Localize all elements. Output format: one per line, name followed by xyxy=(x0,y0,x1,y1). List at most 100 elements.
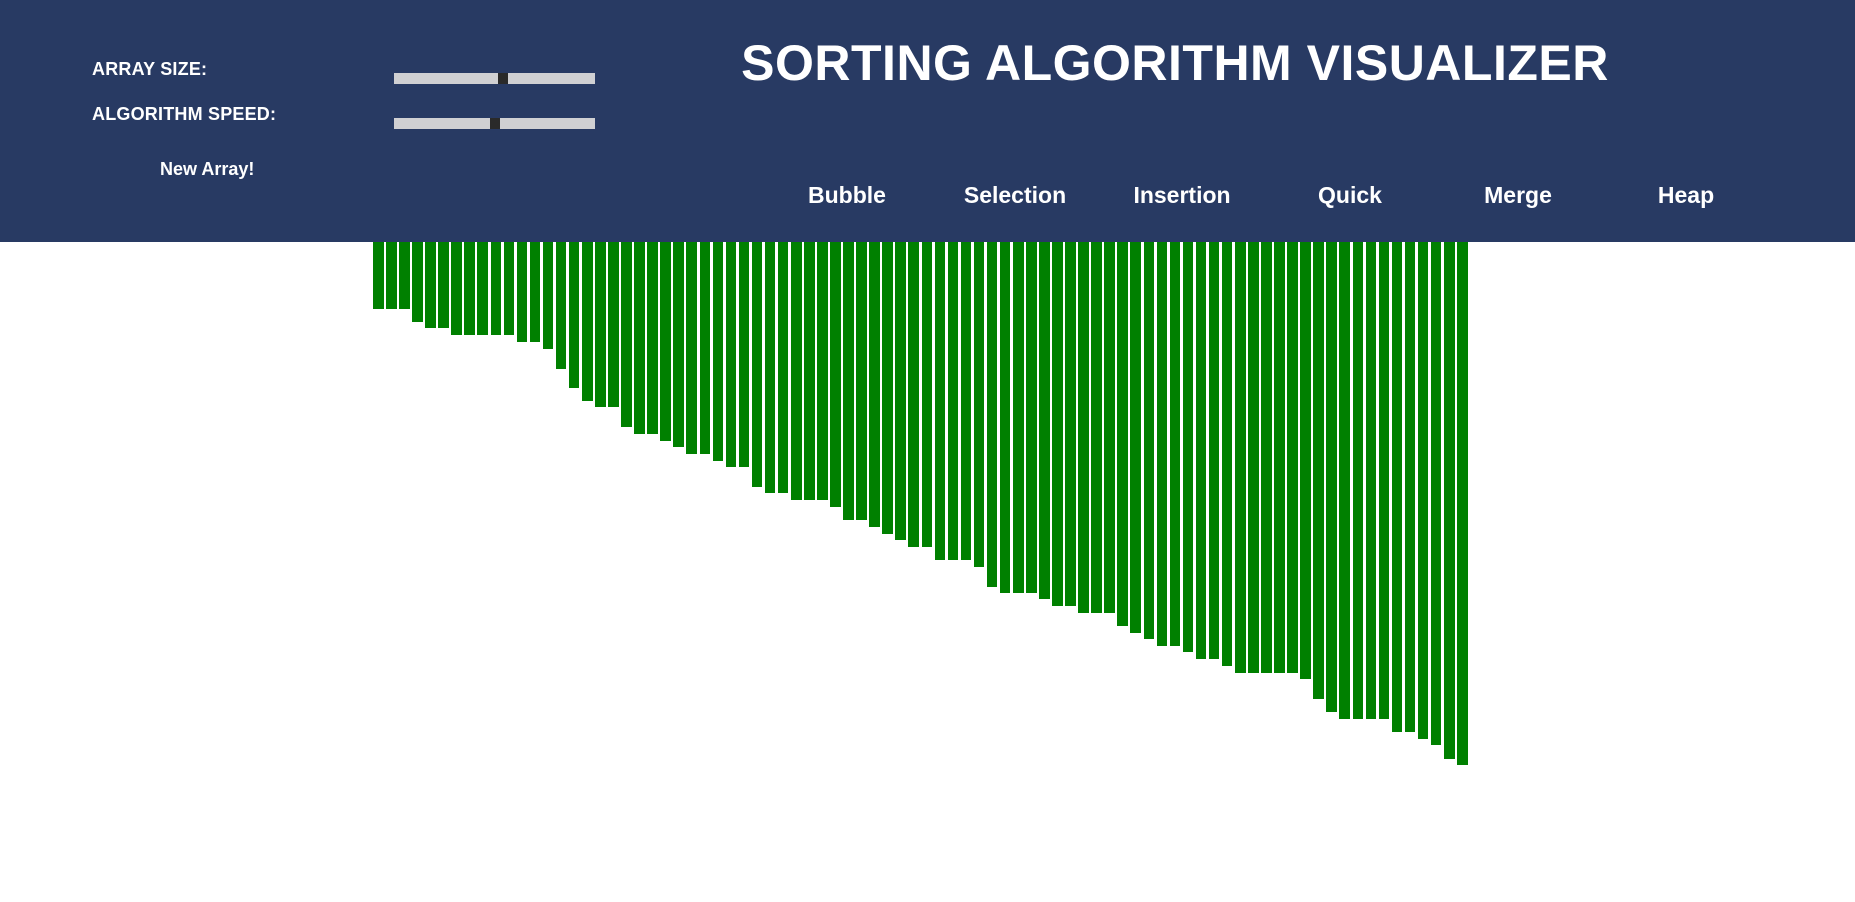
array-bar xyxy=(477,242,489,335)
array-bar xyxy=(817,242,828,500)
array-bar xyxy=(830,242,841,507)
array-bar xyxy=(1182,242,1194,652)
selection-sort-button[interactable]: Selection xyxy=(963,182,1067,208)
array-bar xyxy=(1143,242,1155,639)
bubble-sort-button[interactable]: Bubble xyxy=(808,182,886,208)
array-bar xyxy=(438,242,449,328)
array-bar xyxy=(1261,242,1272,673)
array-bar xyxy=(1156,242,1168,646)
array-bar xyxy=(973,242,985,567)
array-bar xyxy=(921,242,933,547)
array-bar xyxy=(529,242,541,342)
array-bar xyxy=(856,242,867,520)
array-bar xyxy=(895,242,906,540)
array-bar xyxy=(960,242,972,560)
array-bar xyxy=(1221,242,1233,666)
array-bar xyxy=(843,242,854,520)
array-bar xyxy=(490,242,502,335)
array-bar xyxy=(999,242,1011,593)
array-bar xyxy=(1417,242,1429,739)
array-bar xyxy=(1248,242,1259,673)
array-bar xyxy=(634,242,645,434)
array-bar xyxy=(1169,242,1181,646)
array-bar xyxy=(699,242,711,454)
array-bar xyxy=(1326,242,1337,712)
algorithm-speed-slider[interactable] xyxy=(394,118,595,129)
array-bar xyxy=(1195,242,1207,659)
array-bar xyxy=(686,242,698,454)
array-bar xyxy=(764,242,776,493)
array-bar xyxy=(542,242,554,349)
array-bar xyxy=(790,242,802,500)
array-bar xyxy=(1287,242,1298,673)
array-bar xyxy=(1443,242,1455,759)
array-size-slider[interactable] xyxy=(394,73,595,84)
array-bar xyxy=(660,242,671,441)
array-bar xyxy=(725,242,737,467)
array-bar xyxy=(986,242,998,587)
array-bar xyxy=(1456,242,1468,765)
array-bar xyxy=(1208,242,1220,659)
array-bar xyxy=(1313,242,1324,699)
page-title: SORTING ALGORITHM VISUALIZER xyxy=(741,35,1609,91)
array-bar xyxy=(373,242,384,309)
array-bar xyxy=(712,242,724,461)
array-bar xyxy=(1039,242,1050,599)
array-bar xyxy=(738,242,750,467)
array-bar xyxy=(934,242,946,560)
algorithm-speed-slider-thumb[interactable] xyxy=(489,118,500,129)
array-bar xyxy=(516,242,528,342)
array-bar xyxy=(647,242,658,434)
top-bar: ARRAY SIZE: ALGORITHM SPEED: New Array! … xyxy=(0,0,1855,242)
array-bar xyxy=(608,242,619,407)
array-bar xyxy=(1391,242,1403,732)
array-bar xyxy=(673,242,684,447)
array-bar xyxy=(1117,242,1128,626)
array-bar xyxy=(1026,242,1037,593)
algorithm-speed-label: ALGORITHM SPEED: xyxy=(92,104,277,124)
array-bar xyxy=(1091,242,1102,613)
array-bar xyxy=(1404,242,1416,732)
array-size-label: ARRAY SIZE: xyxy=(92,59,208,79)
insertion-sort-button[interactable]: Insertion xyxy=(1133,182,1231,208)
array-bar xyxy=(1052,242,1063,606)
array-bar xyxy=(425,242,436,328)
array-bar xyxy=(947,242,959,560)
array-bar xyxy=(595,242,606,407)
array-bar xyxy=(1300,242,1311,679)
array-bar xyxy=(1234,242,1246,673)
array-bar xyxy=(568,242,580,388)
array-bar xyxy=(1352,242,1364,719)
array-bar xyxy=(1012,242,1024,593)
array-bar xyxy=(1378,242,1390,719)
array-bar xyxy=(1274,242,1285,673)
array-bar xyxy=(1430,242,1442,745)
array-bar xyxy=(555,242,567,369)
array-bar xyxy=(803,242,815,500)
array-bar xyxy=(451,242,462,335)
array-bar xyxy=(1104,242,1115,613)
array-bar xyxy=(1065,242,1076,606)
array-bar xyxy=(882,242,893,534)
array-bar xyxy=(869,242,880,527)
array-bar xyxy=(751,242,763,487)
array-bar xyxy=(1078,242,1089,613)
merge-sort-button[interactable]: Merge xyxy=(1484,182,1552,208)
array-bar xyxy=(412,242,423,322)
array-bar xyxy=(908,242,920,547)
array-bar xyxy=(1130,242,1142,633)
array-bar xyxy=(464,242,475,335)
heap-sort-button[interactable]: Heap xyxy=(1657,182,1715,208)
quick-sort-button[interactable]: Quick xyxy=(1318,182,1382,208)
array-bar xyxy=(1365,242,1377,719)
array-bar xyxy=(1339,242,1351,719)
array-bar xyxy=(399,242,410,309)
array-size-slider-thumb[interactable] xyxy=(497,73,508,84)
new-array-button[interactable]: New Array! xyxy=(160,159,255,179)
array-bar xyxy=(777,242,789,493)
array-bar xyxy=(621,242,632,427)
array-bar xyxy=(503,242,515,335)
array-bar xyxy=(386,242,397,309)
array-bar xyxy=(581,242,593,401)
